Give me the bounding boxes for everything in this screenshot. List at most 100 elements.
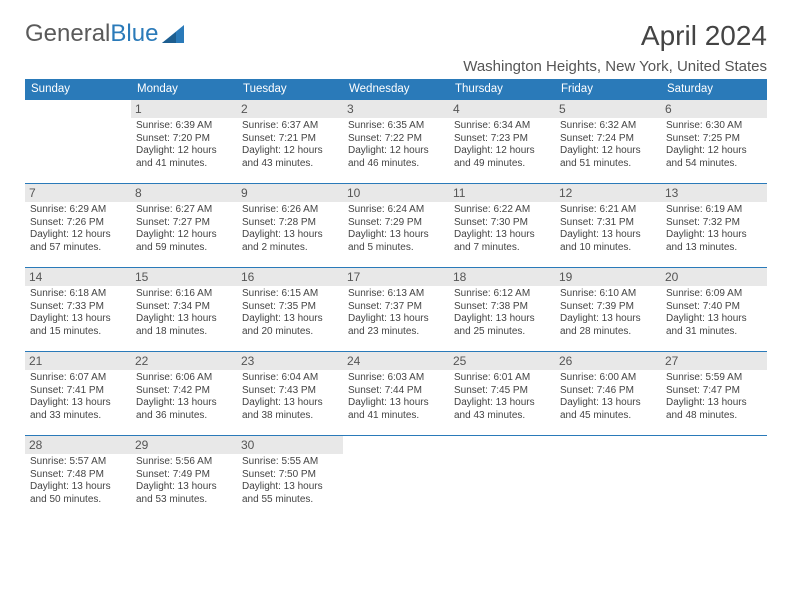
day-cell: 9Sunrise: 6:26 AMSunset: 7:28 PMDaylight… — [237, 184, 343, 268]
daylight-line: and 41 minutes. — [348, 410, 444, 423]
day-number: 6 — [661, 100, 767, 118]
daylight-line: and 18 minutes. — [136, 326, 232, 339]
sunrise-line: Sunrise: 6:27 AM — [136, 204, 232, 217]
daylight-line: and 45 minutes. — [560, 410, 656, 423]
day-header: Saturday — [661, 79, 767, 100]
sunset-line: Sunset: 7:38 PM — [454, 301, 550, 314]
day-header: Thursday — [449, 79, 555, 100]
day-cell: 2Sunrise: 6:37 AMSunset: 7:21 PMDaylight… — [237, 100, 343, 184]
day-header: Monday — [131, 79, 237, 100]
logo: GeneralBlue — [25, 20, 184, 48]
sunset-line: Sunset: 7:50 PM — [242, 469, 338, 482]
day-cell: 20 Sunrise: 6:09 AMSunset: 7:40 PMDayligh… — [661, 268, 767, 352]
day-number: 10 — [343, 184, 449, 202]
daylight-line: Daylight: 13 hours — [560, 397, 656, 410]
calendar-head: SundayMondayTuesdayWednesdayThursdayFrid… — [25, 79, 767, 100]
sunset-line: Sunset: 7:32 PM — [666, 217, 762, 230]
daylight-line: and 2 minutes. — [242, 242, 338, 255]
sunrise-line: Sunrise: 6:07 AM — [30, 372, 126, 385]
sunset-line: Sunset: 7:45 PM — [454, 385, 550, 398]
day-cell: 29Sunrise: 5:56 AMSunset: 7:49 PMDayligh… — [131, 436, 237, 520]
day-cell: 15Sunrise: 6:16 AMSunset: 7:34 PMDayligh… — [131, 268, 237, 352]
daylight-line: Daylight: 13 hours — [242, 397, 338, 410]
sunset-line: Sunset: 7:40 PM — [666, 301, 762, 314]
daylight-line: Daylight: 12 hours — [666, 145, 762, 158]
sunrise-line: Sunrise: 6:01 AM — [454, 372, 550, 385]
daylight-line: Daylight: 13 hours — [30, 313, 126, 326]
day-number: 26 — [555, 352, 661, 370]
daylight-line: and 55 minutes. — [242, 494, 338, 507]
day-cell: 21Sunrise: 6:07 AMSunset: 7:41 PMDayligh… — [25, 352, 131, 436]
sunrise-line: Sunrise: 6:18 AM — [30, 288, 126, 301]
day-number: 25 — [449, 352, 555, 370]
daylight-line: and 46 minutes. — [348, 158, 444, 171]
day-number: 17 — [343, 268, 449, 286]
daylight-line: Daylight: 13 hours — [666, 397, 762, 410]
daylight-line: and 36 minutes. — [136, 410, 232, 423]
daylight-line: Daylight: 12 hours — [560, 145, 656, 158]
daylight-line: and 41 minutes. — [136, 158, 232, 171]
sunset-line: Sunset: 7:27 PM — [136, 217, 232, 230]
day-number: 23 — [237, 352, 343, 370]
sunset-line: Sunset: 7:41 PM — [30, 385, 126, 398]
day-header: Tuesday — [237, 79, 343, 100]
sunset-line: Sunset: 7:35 PM — [242, 301, 338, 314]
daylight-line: and 53 minutes. — [136, 494, 232, 507]
daylight-line: and 28 minutes. — [560, 326, 656, 339]
day-number: 15 — [131, 268, 237, 286]
sunrise-line: Sunrise: 6:15 AM — [242, 288, 338, 301]
day-number: 12 — [555, 184, 661, 202]
daylight-line: Daylight: 13 hours — [136, 397, 232, 410]
day-number: 18 — [449, 268, 555, 286]
daylight-line: Daylight: 13 hours — [666, 313, 762, 326]
day-cell: 27Sunrise: 5:59 AMSunset: 7:47 PMDayligh… — [661, 352, 767, 436]
daylight-line: Daylight: 13 hours — [30, 481, 126, 494]
sunset-line: Sunset: 7:48 PM — [30, 469, 126, 482]
sunrise-line: Sunrise: 6:32 AM — [560, 120, 656, 133]
sunset-line: Sunset: 7:33 PM — [30, 301, 126, 314]
day-cell: 6 Sunrise: 6:30 AMSunset: 7:25 PMDaylight… — [661, 100, 767, 184]
daylight-line: and 54 minutes. — [666, 158, 762, 171]
day-number: 7 — [25, 184, 131, 202]
sunrise-line: Sunrise: 6:16 AM — [136, 288, 232, 301]
day-number: 28 — [25, 436, 131, 454]
daylight-line: and 15 minutes. — [30, 326, 126, 339]
sunset-line: Sunset: 7:47 PM — [666, 385, 762, 398]
sunrise-line: Sunrise: 6:06 AM — [136, 372, 232, 385]
day-cell: 10Sunrise: 6:24 AMSunset: 7:29 PMDayligh… — [343, 184, 449, 268]
daylight-line: and 38 minutes. — [242, 410, 338, 423]
day-number: 30 — [237, 436, 343, 454]
day-cell: 30Sunrise: 5:55 AMSunset: 7:50 PMDayligh… — [237, 436, 343, 520]
sunrise-line: Sunrise: 6:30 AM — [666, 120, 762, 133]
location: Washington Heights, New York, United Sta… — [463, 58, 767, 75]
sunset-line: Sunset: 7:20 PM — [136, 133, 232, 146]
day-cell: 26Sunrise: 6:00 AMSunset: 7:46 PMDayligh… — [555, 352, 661, 436]
sunrise-line: Sunrise: 5:57 AM — [30, 456, 126, 469]
sunset-line: Sunset: 7:44 PM — [348, 385, 444, 398]
calendar: SundayMondayTuesdayWednesdayThursdayFrid… — [25, 79, 767, 520]
daylight-line: Daylight: 13 hours — [348, 397, 444, 410]
daylight-line: Daylight: 13 hours — [454, 229, 550, 242]
week-row: 14Sunrise: 6:18 AMSunset: 7:33 PMDayligh… — [25, 268, 767, 352]
sunset-line: Sunset: 7:34 PM — [136, 301, 232, 314]
daylight-line: and 10 minutes. — [560, 242, 656, 255]
sunrise-line: Sunrise: 6:09 AM — [666, 288, 762, 301]
day-cell-blank — [661, 436, 767, 520]
day-cell: 11Sunrise: 6:22 AMSunset: 7:30 PMDayligh… — [449, 184, 555, 268]
daylight-line: and 57 minutes. — [30, 242, 126, 255]
sunrise-line: Sunrise: 6:35 AM — [348, 120, 444, 133]
sunrise-line: Sunrise: 6:10 AM — [560, 288, 656, 301]
day-number: 20 — [661, 268, 767, 286]
day-cell: 16Sunrise: 6:15 AMSunset: 7:35 PMDayligh… — [237, 268, 343, 352]
sunset-line: Sunset: 7:22 PM — [348, 133, 444, 146]
sunset-line: Sunset: 7:25 PM — [666, 133, 762, 146]
day-number: 11 — [449, 184, 555, 202]
sunrise-line: Sunrise: 6:34 AM — [454, 120, 550, 133]
day-cell: 18Sunrise: 6:12 AMSunset: 7:38 PMDayligh… — [449, 268, 555, 352]
sunrise-line: Sunrise: 5:59 AM — [666, 372, 762, 385]
daylight-line: Daylight: 12 hours — [348, 145, 444, 158]
sunset-line: Sunset: 7:31 PM — [560, 217, 656, 230]
title-block: April 2024 Washington Heights, New York,… — [463, 20, 767, 75]
daylight-line: Daylight: 13 hours — [454, 397, 550, 410]
daylight-line: Daylight: 13 hours — [666, 229, 762, 242]
